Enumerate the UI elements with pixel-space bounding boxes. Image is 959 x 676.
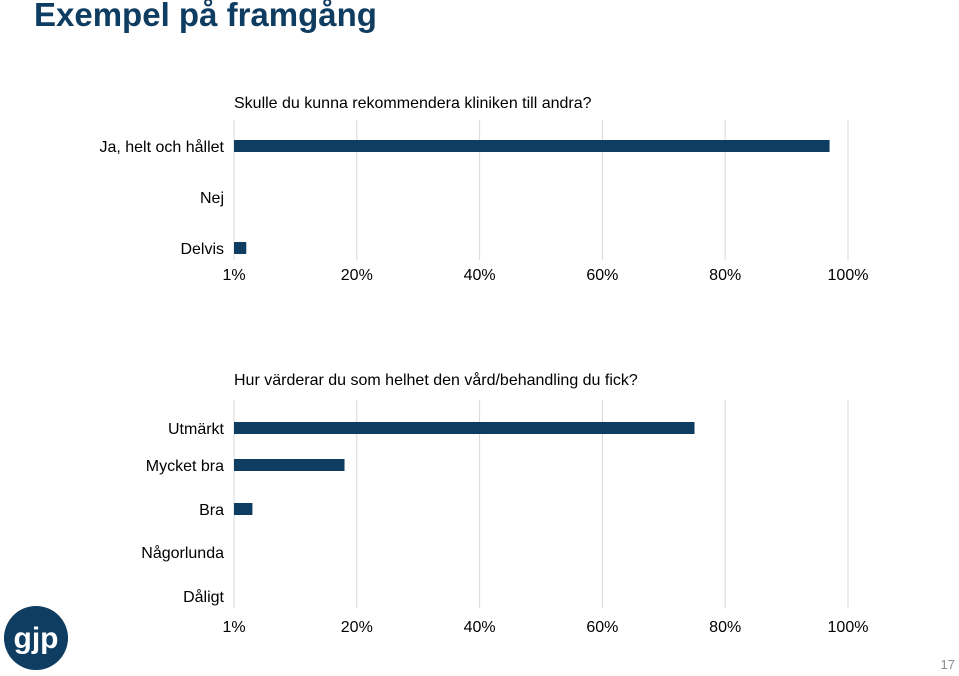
bar bbox=[234, 242, 247, 254]
category-label: Mycket bra bbox=[146, 458, 224, 475]
tick-label: 20% bbox=[341, 267, 373, 284]
clinic-logo: gjp bbox=[4, 606, 68, 670]
category-label: Nej bbox=[200, 190, 224, 207]
svg-text:gjp: gjp bbox=[14, 622, 59, 655]
tick-label: 100% bbox=[828, 619, 869, 636]
bar bbox=[234, 422, 695, 434]
slide-title: Exempel på framgång bbox=[34, 0, 377, 33]
chart-title: Hur värderar du som helhet den vård/beha… bbox=[234, 371, 638, 389]
category-label: Någorlunda bbox=[141, 544, 224, 562]
category-label: Dåligt bbox=[183, 588, 224, 606]
category-label: Bra bbox=[199, 502, 224, 519]
tick-label: 60% bbox=[586, 267, 618, 284]
category-label: Utmärkt bbox=[168, 421, 225, 438]
chart-title: Skulle du kunna rekommendera kliniken ti… bbox=[234, 95, 592, 112]
tick-label: 80% bbox=[709, 619, 741, 636]
bar bbox=[234, 459, 345, 471]
tick-label: 80% bbox=[709, 267, 741, 284]
page-number: 17 bbox=[940, 657, 955, 672]
tick-label: 20% bbox=[341, 619, 373, 636]
tick-label: 100% bbox=[828, 267, 869, 284]
tick-label: 1% bbox=[222, 267, 245, 284]
bar bbox=[234, 503, 253, 515]
bar bbox=[234, 140, 830, 152]
tick-label: 40% bbox=[464, 619, 496, 636]
category-label: Delvis bbox=[180, 241, 224, 258]
chart-recommend: Skulle du kunna rekommendera kliniken ti… bbox=[99, 95, 869, 284]
tick-label: 40% bbox=[464, 267, 496, 284]
tick-label: 60% bbox=[586, 619, 618, 636]
tick-label: 1% bbox=[222, 619, 245, 636]
category-label: Ja, helt och hållet bbox=[99, 138, 224, 156]
